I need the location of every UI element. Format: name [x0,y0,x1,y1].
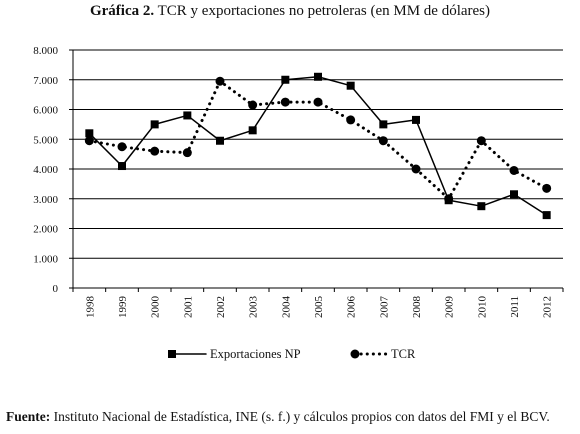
x-tick-label: 2003 [248,296,260,319]
legend-label: TCR [391,347,416,361]
data-point [248,100,258,110]
data-point [150,146,160,156]
x-tick-labels: 1998 1999 2000 2001 2002 2003 2004 2005 2006 2007… [84,296,553,319]
x-tick-label: 2011 [509,296,521,318]
chart-title-prefix: Gráfica 2. [89,3,155,19]
x-tick-label: 2012 [542,296,554,318]
data-point [215,76,225,86]
data-point [412,115,420,124]
series-tcr [84,76,552,204]
x-tick-label: 2005 [313,296,325,319]
data-point [346,115,356,125]
data-point [542,183,552,193]
line-chart: 0 1.000 2.000 3.000 4.000 5.000 6.000 7.000 8.00… [33,45,564,361]
data-point [150,120,159,129]
data-series [84,72,552,220]
legend-entry: TCR [350,347,416,361]
y-tick-label: 1.000 [33,253,58,265]
data-point [85,129,94,138]
data-point [378,136,388,146]
data-point [84,136,94,146]
x-tick-label: 2000 [150,296,162,319]
x-tick-label: 2007 [378,296,390,319]
data-point [542,211,551,220]
source-text: Instituto Nacional de Estadística, INE (… [53,409,550,424]
data-point [510,190,518,199]
data-point [216,136,224,145]
x-tick-label: 2004 [280,296,292,319]
x-tick-label: 2006 [346,296,358,319]
y-tick-label: 4.000 [33,164,58,176]
data-point [182,148,192,158]
data-point [118,162,126,171]
legend-label: Exportaciones NP [210,347,301,361]
chart-title-text: TCR y exportaciones no petroleras (en MM… [157,3,491,19]
legend-entry: Exportaciones NP [168,347,301,361]
y-tick-label: 6.000 [33,105,58,117]
y-tick-label: 2.000 [33,224,58,236]
x-tick-label: 2008 [411,296,423,319]
axes [69,49,564,292]
data-point [411,164,421,174]
data-point [313,97,323,107]
data-point [280,97,290,107]
data-point [477,202,486,211]
source-note: Fuente: Instituto Nacional de Estadístic… [6,409,550,425]
y-tick-label: 3.000 [33,194,58,206]
series-exportaciones-np [85,72,551,220]
x-tick-label: 2009 [444,296,456,319]
grid-lines [73,49,563,259]
source-label: Fuente: [6,409,51,424]
data-point [346,81,355,90]
data-point [248,126,257,135]
y-tick-label: 8.000 [33,45,58,57]
x-tick-label: 2002 [215,296,227,318]
x-tick-label: 2001 [182,296,194,318]
data-point [444,194,454,204]
data-point [509,165,519,175]
data-point [476,136,486,146]
data-point [281,75,290,84]
y-tick-label: 7.000 [33,75,58,87]
y-tick-labels: 0 1.000 2.000 3.000 4.000 5.000 6.000 7.000 8.00… [33,45,58,295]
data-point [379,120,388,129]
data-point [117,142,127,152]
x-tick-label: 1999 [117,296,129,319]
x-tick-label: 2010 [476,296,488,319]
chart-title: Gráfica 2. TCR y exportaciones no petrol… [0,3,580,20]
y-tick-label: 0 [53,283,59,295]
legend: Exportaciones NP TCR [168,347,416,361]
data-point [183,111,192,120]
x-tick-label: 1998 [84,296,96,319]
y-tick-label: 5.000 [33,134,58,146]
legend-marker [350,349,360,359]
legend-marker [168,350,176,358]
data-point [314,72,322,81]
